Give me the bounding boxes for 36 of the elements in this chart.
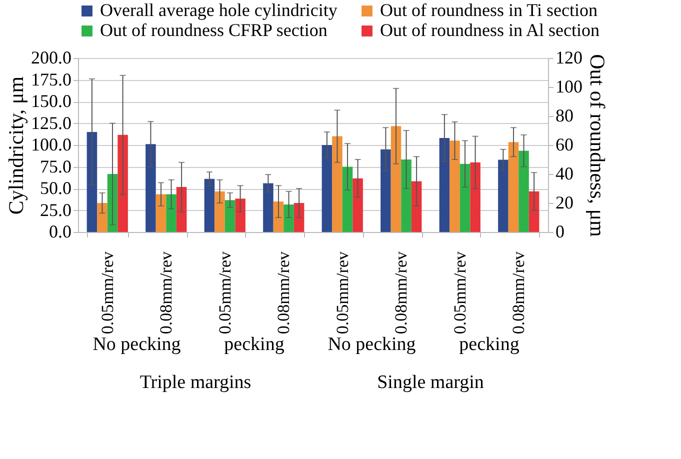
y2-tick-label: 40 xyxy=(556,164,574,184)
text: Single margin xyxy=(377,372,484,393)
x-tick-label: 0.08mm/rev xyxy=(156,251,176,334)
y2-tick-label: 100 xyxy=(556,76,582,96)
y-tick-label: 175.0 xyxy=(31,69,72,90)
x-tick-label: 0.08mm/rev xyxy=(392,251,411,334)
y-tick-label: 100.0 xyxy=(31,134,72,154)
x-tick-label: 0.05mm/rev xyxy=(98,251,117,334)
text: pecking xyxy=(224,334,285,355)
y2-tick-label: 60 xyxy=(556,134,574,154)
x-tick-label: 0.08mm/rev xyxy=(274,251,294,334)
x-tick-label: 0.05mm/rev xyxy=(450,251,470,334)
y2-tick-label: 0 xyxy=(556,222,564,242)
y2-axis-title: Out of roundness, μm xyxy=(586,54,610,237)
y-axis-title: Cylindricity, μm xyxy=(4,76,28,215)
y2-tick-label: 80 xyxy=(556,106,574,126)
legend-label: Out of roundness in Al section xyxy=(380,20,600,40)
x-tick-label: 0.08mm/rev xyxy=(509,251,528,334)
y-tick-label: 150.0 xyxy=(31,91,72,111)
text: No pecking xyxy=(328,334,416,355)
y2-tick-label: 120 xyxy=(556,48,582,68)
legend-label: Out of roundness CFRP section xyxy=(100,20,328,40)
x-tick-label: 0.05mm/rev xyxy=(332,251,352,334)
legend-label: Out of roundness in Ti section xyxy=(380,0,598,20)
y-tick-label: 0.0 xyxy=(49,222,72,242)
y-tick-label: 200.0 xyxy=(31,48,72,68)
x-tick-label: 0.05mm/rev xyxy=(215,251,234,334)
y-tick-label: 125.0 xyxy=(31,112,72,133)
y-tick-label: 50.0 xyxy=(40,178,72,198)
y2-tick-label: 20 xyxy=(556,192,574,212)
text: No pecking xyxy=(92,334,182,355)
y-tick-label: 25.0 xyxy=(40,200,72,220)
legend-label: Overall average hole cylindricity xyxy=(100,0,338,20)
y-tick-label: 75.0 xyxy=(40,156,72,176)
text: pecking xyxy=(459,334,520,355)
text: Triple margins xyxy=(140,372,252,393)
